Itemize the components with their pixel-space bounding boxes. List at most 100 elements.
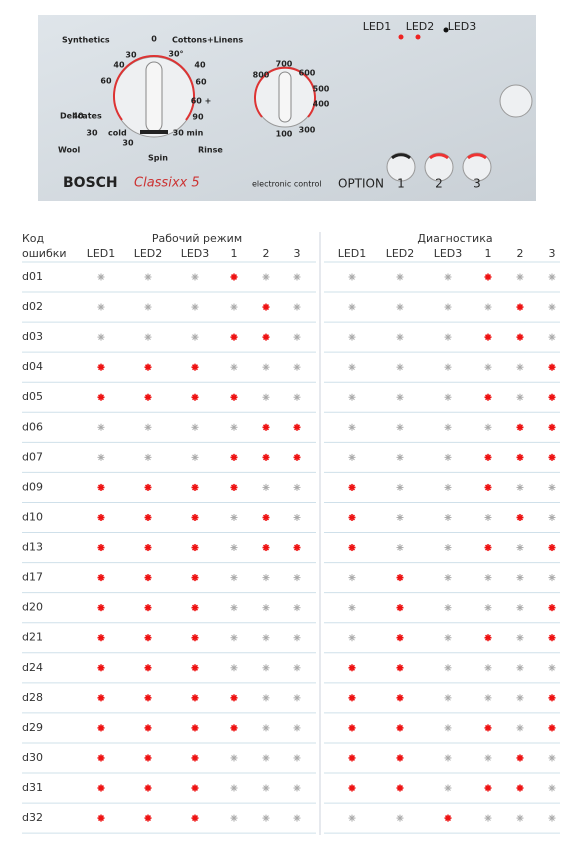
error-code: d03 xyxy=(22,330,43,343)
led-label: LED3 xyxy=(448,20,477,33)
led-state xyxy=(144,393,152,401)
led-state xyxy=(97,754,105,762)
star-ray xyxy=(548,454,556,461)
star-ray xyxy=(191,784,199,792)
led-state xyxy=(548,574,556,582)
led-state xyxy=(97,273,105,281)
led-state xyxy=(191,273,199,281)
spin-mark: 800 xyxy=(253,71,270,80)
option-button xyxy=(462,152,492,182)
led-state xyxy=(348,634,356,642)
star-ray xyxy=(349,574,355,581)
star-ray xyxy=(231,785,237,791)
error-code: d05 xyxy=(22,390,43,403)
star-ray xyxy=(231,755,237,761)
star-ray xyxy=(549,574,555,581)
led-state xyxy=(230,483,238,491)
star-ray xyxy=(348,544,356,551)
led-state xyxy=(144,363,152,371)
spin-mark: 700 xyxy=(276,60,293,69)
star-ray xyxy=(230,724,238,731)
led-state xyxy=(444,694,452,702)
star-ray xyxy=(444,815,452,822)
star-ray xyxy=(516,304,524,311)
temperature-mark: 0 xyxy=(151,35,157,44)
program-label: Wool xyxy=(58,146,81,155)
led-state xyxy=(348,544,356,552)
led-state xyxy=(444,453,452,461)
led-state xyxy=(262,544,270,552)
led-state xyxy=(516,544,524,552)
led-state xyxy=(230,453,238,461)
star-ray xyxy=(396,634,404,641)
led-state xyxy=(484,423,492,431)
star-ray xyxy=(97,754,105,762)
led-state xyxy=(262,724,270,732)
star-ray xyxy=(191,604,199,611)
star-ray xyxy=(348,724,356,731)
star-ray xyxy=(97,484,105,491)
code-header: Код xyxy=(22,232,45,245)
star-ray xyxy=(484,334,492,341)
led-state xyxy=(293,273,301,281)
star-ray xyxy=(144,574,152,581)
error-code: d09 xyxy=(22,480,43,493)
led-state xyxy=(262,333,270,341)
star-ray xyxy=(485,364,491,371)
led-label: LED2 xyxy=(406,20,435,33)
star-ray xyxy=(517,364,523,371)
spin-knob xyxy=(278,71,292,123)
error-code: d04 xyxy=(22,360,43,373)
group-header: Диагностика xyxy=(417,232,492,245)
column-header: LED1 xyxy=(87,247,116,260)
led-state xyxy=(144,634,152,642)
star-ray xyxy=(517,484,523,491)
led-state xyxy=(444,634,452,642)
led-state xyxy=(262,423,270,431)
star-ray xyxy=(294,304,300,310)
led-state xyxy=(97,393,105,401)
led-state xyxy=(191,363,199,371)
led-state xyxy=(444,363,452,371)
star-ray xyxy=(97,815,105,822)
star-ray xyxy=(445,454,451,461)
star-ray xyxy=(144,544,152,551)
led-state xyxy=(144,724,152,732)
led-state xyxy=(516,333,524,341)
star-ray xyxy=(293,454,301,461)
led-state xyxy=(144,574,152,582)
led-state xyxy=(97,634,105,642)
led-state xyxy=(348,483,356,491)
led-state xyxy=(230,634,238,642)
star-ray xyxy=(349,334,355,340)
star-ray xyxy=(145,334,151,340)
led-state xyxy=(144,423,152,431)
star-ray xyxy=(516,424,524,431)
star-ray xyxy=(294,664,300,671)
temperature-mark: 60 xyxy=(195,78,207,87)
led-dot xyxy=(443,27,449,33)
star-ray xyxy=(230,394,238,401)
led-state xyxy=(191,574,199,582)
led-state xyxy=(396,754,404,762)
star-ray xyxy=(263,664,269,671)
led-state xyxy=(97,483,105,491)
star-ray xyxy=(293,544,301,551)
star-ray xyxy=(549,815,555,821)
star-ray xyxy=(516,334,524,341)
star-ray xyxy=(397,454,403,461)
led-state xyxy=(396,814,404,822)
led-state xyxy=(516,724,524,732)
star-ray xyxy=(516,514,524,521)
program-label: Delicates xyxy=(60,112,102,121)
star-ray xyxy=(549,304,555,310)
star-ray xyxy=(145,424,151,431)
error-code: d06 xyxy=(22,420,43,433)
star-ray xyxy=(97,664,105,671)
star-ray xyxy=(485,755,491,761)
led-state xyxy=(191,664,199,672)
star-ray xyxy=(263,725,269,731)
star-ray xyxy=(396,574,404,581)
error-code: d13 xyxy=(22,541,43,554)
star-ray xyxy=(97,784,105,792)
